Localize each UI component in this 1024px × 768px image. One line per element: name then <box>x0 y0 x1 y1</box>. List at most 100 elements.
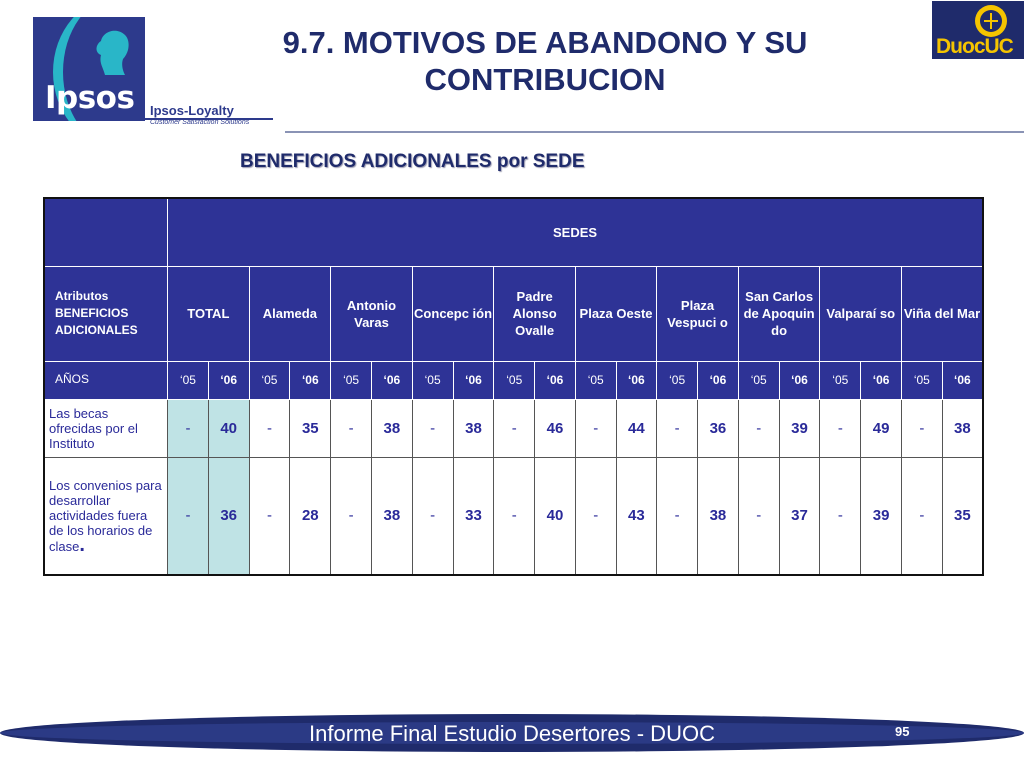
year-06-cell: ‘06 <box>697 360 739 400</box>
value-cell: 40 <box>534 456 576 576</box>
attributes-header: Atributos BENEFICIOS ADICIONALES <box>43 265 169 362</box>
value-cell: - <box>656 398 699 458</box>
value-cell: 37 <box>778 456 821 576</box>
value-cell: 38 <box>452 398 495 458</box>
value-cell: - <box>411 398 454 458</box>
ipsos-loyalty-subtitle: Customer Satisfaction Solutions <box>150 119 250 126</box>
value-cell: - <box>656 456 699 576</box>
campus-header: Concepc ión <box>411 265 495 362</box>
header-divider <box>285 131 1024 133</box>
campus-header: Plaza Vespuci o <box>656 265 739 362</box>
year-05-cell: ‘05 <box>656 360 699 400</box>
campus-header: Padre Alonso Ovalle <box>493 265 576 362</box>
value-cell: 38 <box>697 456 739 576</box>
value-cell: - <box>330 456 372 576</box>
duoc-emblem-icon <box>975 5 1007 37</box>
year-05-cell: ‘05 <box>167 360 209 400</box>
year-05-cell: ‘05 <box>330 360 372 400</box>
campus-header: Antonio Varas <box>330 265 413 362</box>
ipsos-loyalty-title: Ipsos-Loyalty <box>150 103 234 118</box>
value-cell: - <box>493 456 536 576</box>
year-06-cell: ‘06 <box>452 360 495 400</box>
year-05-cell: ‘05 <box>819 360 862 400</box>
table-header-row-sedes: SEDES <box>43 197 984 267</box>
row-label: Los convenios para desarrollar actividad… <box>43 456 169 576</box>
duoc-logo: DuocUC <box>932 1 1024 59</box>
row-label-text: Los convenios para desarrollar actividad… <box>49 477 162 554</box>
section-subtitle: BENEFICIOS ADICIONALES por SEDE <box>240 151 585 172</box>
benefits-by-campus-table: SEDES Atributos BENEFICIOS ADICIONALES T… <box>43 197 984 576</box>
value-cell: 36 <box>697 398 739 458</box>
year-06-cell: ‘06 <box>860 360 902 400</box>
value-cell: - <box>737 456 780 576</box>
value-cell: 49 <box>860 398 902 458</box>
logo-curve-shape <box>53 17 145 121</box>
value-cell: 46 <box>534 398 576 458</box>
year-06-cell: ‘06 <box>778 360 821 400</box>
year-05-cell: ‘05 <box>574 360 617 400</box>
value-cell: 38 <box>370 398 413 458</box>
value-cell: - <box>493 398 536 458</box>
value-cell: 44 <box>615 398 658 458</box>
value-cell: - <box>574 456 617 576</box>
table-years-row: AÑOS ‘05 ‘06 ‘05 ‘06 ‘05 ‘06 ‘05 ‘06 ‘05 ‘06 … <box>43 360 984 400</box>
value-cell: 35 <box>941 456 984 576</box>
value-cell: 36 <box>207 456 250 576</box>
years-label: AÑOS <box>43 360 169 400</box>
campus-header: Viña del Mar <box>900 265 984 362</box>
year-05-cell: ‘05 <box>737 360 780 400</box>
page-title-line-2: CONTRIBUCION <box>424 62 666 97</box>
ipsos-loyalty-rule <box>145 118 273 120</box>
page-title-line-1: 9.7. MOTIVOS DE ABANDONO Y SU <box>282 25 808 60</box>
value-cell: - <box>167 398 209 458</box>
value-cell: 40 <box>207 398 250 458</box>
campus-header: San Carlos de Apoquin do <box>737 265 821 362</box>
value-cell: 28 <box>289 456 332 576</box>
year-05-cell: ‘05 <box>900 360 943 400</box>
page-number: 95 <box>895 724 910 739</box>
row-label: Las becas ofrecidas por el Instituto <box>43 398 169 458</box>
value-cell: 39 <box>860 456 902 576</box>
value-cell: 38 <box>941 398 984 458</box>
duoc-wordmark: DuocUC <box>936 35 1014 58</box>
value-cell: 39 <box>778 398 821 458</box>
value-cell: - <box>248 398 291 458</box>
value-cell: - <box>411 456 454 576</box>
value-cell: - <box>900 398 943 458</box>
table-row: Los convenios para desarrollar actividad… <box>43 456 984 576</box>
value-cell: - <box>330 398 372 458</box>
table-row: Las becas ofrecidas por el Instituto - 4… <box>43 398 984 458</box>
value-cell: - <box>819 456 862 576</box>
year-05-cell: ‘05 <box>493 360 536 400</box>
row-label-period: . <box>79 533 85 556</box>
value-cell: 38 <box>370 456 413 576</box>
year-06-cell: ‘06 <box>370 360 413 400</box>
value-cell: - <box>248 456 291 576</box>
year-06-cell: ‘06 <box>615 360 658 400</box>
year-06-cell: ‘06 <box>207 360 250 400</box>
year-06-cell: ‘06 <box>289 360 332 400</box>
value-cell: - <box>167 456 209 576</box>
value-cell: 35 <box>289 398 332 458</box>
ipsos-logo: Ipsos <box>33 17 145 121</box>
total-header: TOTAL <box>167 265 250 362</box>
value-cell: 43 <box>615 456 658 576</box>
year-06-cell: ‘06 <box>534 360 576 400</box>
sedes-header: SEDES <box>167 197 984 267</box>
year-05-cell: ‘05 <box>248 360 291 400</box>
value-cell: - <box>574 398 617 458</box>
value-cell: - <box>737 398 780 458</box>
campus-header: Valparaí so <box>819 265 902 362</box>
value-cell: - <box>900 456 943 576</box>
head-profile-icon <box>96 30 129 76</box>
year-05-cell: ‘05 <box>411 360 454 400</box>
campus-header: Plaza Oeste <box>574 265 658 362</box>
table-header-row-campuses: Atributos BENEFICIOS ADICIONALES TOTAL A… <box>43 265 984 362</box>
footer-text: Informe Final Estudio Desertores - DUOC <box>309 721 715 746</box>
campus-header: Alameda <box>248 265 332 362</box>
page-title: 9.7. MOTIVOS DE ABANDONO Y SU CONTRIBUCI… <box>200 24 890 98</box>
value-cell: 33 <box>452 456 495 576</box>
year-06-cell: ‘06 <box>941 360 984 400</box>
header-blank-cell <box>43 197 169 267</box>
ipsos-wordmark: Ipsos <box>45 80 135 116</box>
